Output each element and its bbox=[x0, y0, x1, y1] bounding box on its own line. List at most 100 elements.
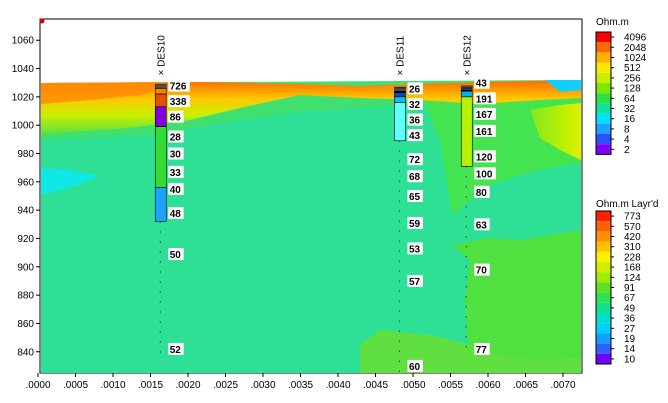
value-label-bg bbox=[168, 110, 184, 123]
value-label-bg bbox=[474, 150, 496, 163]
x-tick-label: .0030 bbox=[250, 380, 275, 391]
borehole-layer bbox=[394, 102, 406, 142]
legend-label: 36 bbox=[624, 314, 636, 325]
legend-label: 512 bbox=[624, 63, 641, 74]
value-label: 60 bbox=[409, 362, 421, 373]
legend-layered-title: Ohm.m Layr'd bbox=[596, 199, 658, 210]
value-label-bg bbox=[474, 263, 490, 276]
x-tick-label: .0065 bbox=[513, 380, 538, 391]
value-label: 191 bbox=[476, 94, 493, 105]
value-label: 70 bbox=[476, 266, 488, 277]
contour-right-yellow bbox=[530, 103, 581, 160]
legend-swatch bbox=[596, 42, 611, 53]
borehole-name: × DES12 bbox=[462, 35, 473, 76]
legend-swatch bbox=[596, 262, 611, 273]
legend-frame bbox=[595, 31, 612, 155]
legend-swatch bbox=[596, 313, 611, 324]
legend-label: 128 bbox=[624, 84, 641, 95]
value-label: 338 bbox=[170, 97, 187, 108]
legend-layered: Ohm.m Layr'd 773570420310228168124916749… bbox=[595, 199, 658, 365]
legend-label: 310 bbox=[624, 242, 641, 253]
legend-label: 4 bbox=[624, 135, 630, 146]
legend-swatch bbox=[596, 103, 611, 114]
y-tick-label: 1020 bbox=[12, 92, 35, 103]
value-label: 167 bbox=[476, 110, 493, 121]
value-label: 32 bbox=[409, 100, 421, 111]
x-axis: .0000 .0005 .0010 .0015 .0020 .0025 .0030 .0035… bbox=[25, 373, 576, 391]
value-label: 33 bbox=[170, 168, 182, 179]
borehole-layer bbox=[154, 187, 167, 222]
value-label: 80 bbox=[476, 188, 488, 199]
x-tick-label: .0000 bbox=[25, 380, 50, 391]
value-label: 36 bbox=[409, 116, 421, 127]
value-label-bg bbox=[407, 190, 423, 202]
value-label: 50 bbox=[170, 250, 182, 261]
contour-top-orange bbox=[41, 82, 170, 104]
borehole-name: × DES10 bbox=[156, 35, 167, 76]
legend-swatch bbox=[596, 134, 611, 145]
value-label: 120 bbox=[476, 152, 493, 163]
legend-swatch bbox=[596, 93, 611, 104]
legend-swatch bbox=[596, 353, 611, 364]
legend-swatch bbox=[596, 32, 611, 43]
corner-marker bbox=[39, 18, 45, 24]
legend-label: 32 bbox=[624, 104, 636, 115]
x-tick-label: .0010 bbox=[100, 380, 125, 391]
legend-label: 1024 bbox=[624, 53, 647, 64]
x-tick-label: .0015 bbox=[138, 380, 163, 391]
value-label: 28 bbox=[170, 133, 182, 144]
value-label-bg bbox=[407, 82, 423, 95]
borehole-layer bbox=[394, 92, 406, 98]
borehole-name: × DES11 bbox=[396, 35, 407, 75]
borehole-layer bbox=[460, 96, 473, 167]
value-label-bg bbox=[474, 107, 496, 120]
legend-label: 91 bbox=[624, 283, 636, 294]
borehole-layer bbox=[394, 86, 406, 93]
legend-swatch bbox=[596, 83, 611, 94]
legend-label: 64 bbox=[624, 94, 636, 105]
value-label: 52 bbox=[170, 345, 182, 356]
y-tick-label: 920 bbox=[17, 234, 34, 245]
y-axis: 840 860 880 900 920 940 960 980 1000 1020 1040 1060 bbox=[12, 36, 40, 358]
resistivity-contours bbox=[41, 80, 581, 373]
legend-label: 228 bbox=[624, 252, 641, 263]
legend-frame bbox=[595, 210, 612, 365]
legend-swatch bbox=[596, 211, 611, 222]
value-label-bg bbox=[407, 274, 423, 287]
value-label-bg bbox=[407, 113, 423, 126]
legend-swatch bbox=[596, 221, 611, 232]
value-label: 68 bbox=[409, 172, 421, 183]
value-label: 40 bbox=[170, 185, 182, 196]
value-label-bg bbox=[407, 170, 423, 183]
borehole-layer bbox=[154, 88, 167, 95]
value-label-bg bbox=[474, 342, 490, 355]
legend-label: 773 bbox=[624, 212, 641, 223]
legend-swatch bbox=[596, 302, 611, 313]
legend-swatch bbox=[596, 123, 611, 134]
x-tick-label: .0045 bbox=[363, 380, 388, 391]
value-label-bg bbox=[168, 248, 184, 261]
value-label-bg bbox=[407, 359, 423, 372]
value-label-bg bbox=[474, 92, 496, 105]
legend-label: 67 bbox=[624, 293, 636, 304]
legend-label: 2048 bbox=[624, 43, 647, 54]
y-tick-label: 840 bbox=[17, 347, 34, 358]
x-tick-label: .0070 bbox=[550, 380, 575, 391]
value-label-bg bbox=[407, 129, 423, 142]
value-label-bg bbox=[474, 167, 496, 180]
value-label: 72 bbox=[409, 155, 421, 166]
value-label: 77 bbox=[476, 345, 488, 356]
value-label: 43 bbox=[476, 79, 488, 90]
legend-label: 420 bbox=[624, 232, 641, 243]
borehole-layer bbox=[154, 93, 167, 108]
y-tick-label: 900 bbox=[17, 262, 34, 273]
legend-label: 124 bbox=[624, 273, 641, 284]
value-label: 53 bbox=[409, 244, 421, 255]
legend-resistivity-title: Ohm.m bbox=[596, 17, 629, 28]
value-label: 59 bbox=[409, 219, 421, 230]
